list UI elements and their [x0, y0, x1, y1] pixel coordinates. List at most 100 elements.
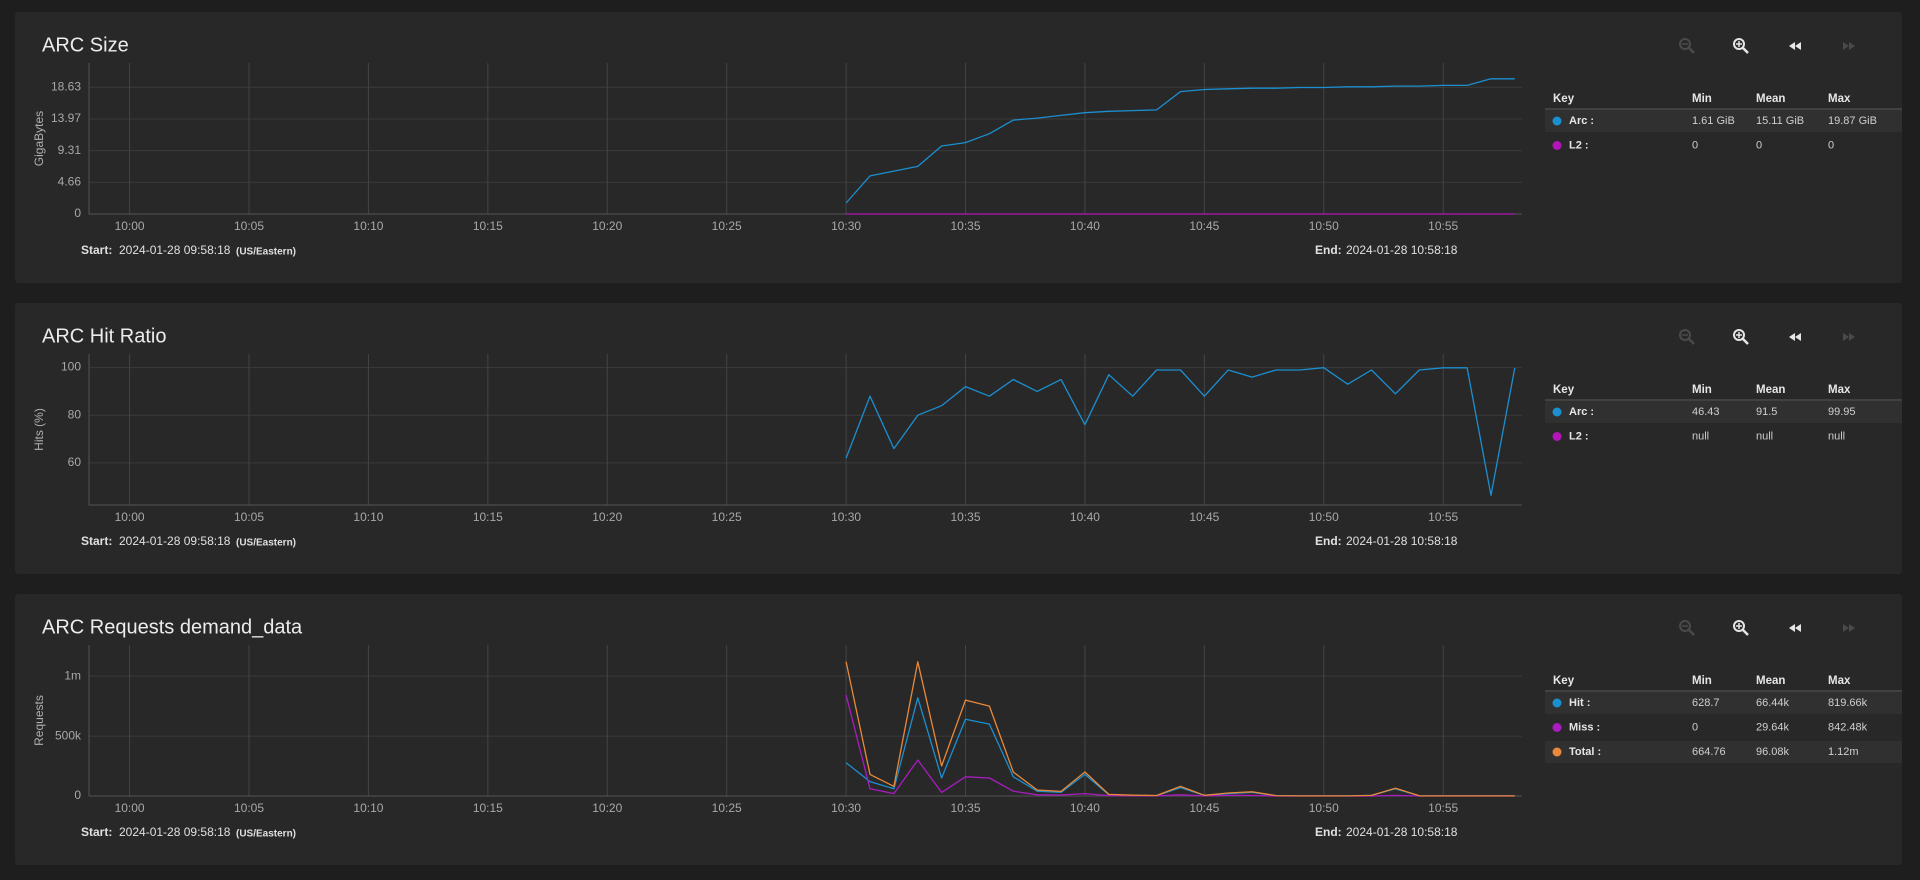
toolbar-button[interactable]: [1733, 38, 1749, 54]
chart-title: ARC Hit Ratio: [42, 325, 166, 347]
legend-name: Arc :: [1569, 115, 1594, 127]
legend-header: Key: [1553, 93, 1575, 105]
y-tick-label: 18.63: [51, 79, 81, 93]
start-label: Start:: [81, 534, 112, 548]
legend-max: 1.12m: [1828, 746, 1859, 758]
icon-part: [1679, 620, 1691, 632]
toolbar-button[interactable]: [1789, 624, 1801, 632]
legend-max: 99.95: [1828, 406, 1856, 418]
legend-mean: 66.44k: [1756, 697, 1790, 709]
x-tick-label: 10:25: [712, 510, 742, 524]
legend-mean: 96.08k: [1756, 746, 1790, 758]
toolbar-button[interactable]: [1789, 42, 1801, 50]
toolbar-button[interactable]: [1679, 620, 1695, 636]
toolbar-button[interactable]: [1789, 333, 1801, 341]
legend-mean: 0: [1756, 139, 1762, 151]
icon-part: [1843, 624, 1849, 632]
end-label: End:: [1315, 534, 1342, 548]
legend-max: 842.48k: [1828, 721, 1868, 733]
x-tick-label: 10:40: [1070, 219, 1100, 233]
legend-swatch: [1552, 407, 1562, 417]
icon-part: [1733, 329, 1745, 341]
icon-part: [1795, 624, 1801, 632]
toolbar-button[interactable]: [1733, 620, 1749, 636]
icon-part: [1849, 333, 1855, 341]
start-time: 2024-01-28 09:58:18: [119, 825, 231, 839]
x-tick-label: 10:50: [1309, 510, 1339, 524]
icon-part: [1789, 333, 1795, 341]
x-tick-label: 10:15: [473, 219, 503, 233]
x-tick-label: 10:20: [592, 510, 622, 524]
x-tick-label: 10:05: [234, 219, 264, 233]
legend-min: 664.76: [1692, 746, 1726, 758]
icon-part: [1795, 333, 1801, 341]
panel-background: [15, 594, 1902, 865]
x-tick-label: 10:55: [1428, 510, 1458, 524]
legend-name: Arc :: [1569, 406, 1594, 418]
x-tick-label: 10:20: [592, 801, 622, 815]
x-tick-label: 10:55: [1428, 801, 1458, 815]
chart-panel: ARC Hit Ratio 60 80 100 10:00 10:05 10:10 10:15…: [15, 303, 1902, 574]
legend-name: L2 :: [1569, 430, 1589, 442]
legend-name: Miss :: [1569, 721, 1600, 733]
legend-row-bg: [1545, 110, 1902, 132]
data-line: [845, 694, 1515, 797]
icon-part: [1688, 47, 1695, 54]
x-tick-label: 10:45: [1189, 510, 1219, 524]
icon-part: [1795, 42, 1801, 50]
legend-header: Max: [1828, 93, 1851, 105]
legend-header: Key: [1553, 384, 1575, 396]
legend-header: Mean: [1756, 384, 1785, 396]
x-tick-label: 10:00: [115, 801, 145, 815]
x-tick-label: 10:30: [831, 219, 861, 233]
x-tick-label: 10:35: [951, 510, 981, 524]
x-tick-label: 10:55: [1428, 219, 1458, 233]
chart-panel: ARC Size 0 4.66 9.31 13.97 18.63 10:00 10:05 10:…: [15, 12, 1902, 283]
toolbar-button[interactable]: [1679, 38, 1695, 54]
x-tick-label: 10:00: [115, 510, 145, 524]
legend-swatch: [1552, 141, 1562, 150]
legend-row-bg: [1545, 741, 1902, 763]
icon-part: [1733, 620, 1745, 632]
legend-min: 1.61 GiB: [1692, 115, 1735, 127]
toolbar-button[interactable]: [1679, 329, 1695, 345]
chart-title: ARC Size: [42, 34, 129, 56]
y-axis-label: GigaBytes: [32, 111, 46, 166]
x-tick-label: 10:05: [234, 801, 264, 815]
x-tick-label: 10:50: [1309, 219, 1339, 233]
legend-max: null: [1828, 430, 1845, 442]
x-tick-label: 10:30: [831, 801, 861, 815]
legend-swatch: [1552, 116, 1562, 126]
icon-part: [1679, 38, 1691, 50]
legend-mean: 29.64k: [1756, 721, 1790, 733]
end-label: End:: [1315, 825, 1342, 839]
data-line: [845, 78, 1515, 204]
x-tick-label: 10:25: [712, 801, 742, 815]
x-tick-label: 10:40: [1070, 510, 1100, 524]
x-tick-label: 10:45: [1189, 801, 1219, 815]
timezone: (US/Eastern): [236, 538, 296, 549]
legend-name: Total :: [1569, 746, 1601, 758]
legend-header: Mean: [1756, 93, 1785, 105]
y-tick-label: 9.31: [58, 143, 82, 157]
toolbar-button[interactable]: [1843, 42, 1855, 50]
icon-part: [1733, 38, 1745, 50]
legend-mean: null: [1756, 430, 1773, 442]
x-tick-label: 10:35: [951, 801, 981, 815]
y-tick-label: 13.97: [51, 111, 81, 125]
legend-name: Hit :: [1569, 697, 1590, 709]
toolbar-button[interactable]: [1843, 624, 1855, 632]
icon-part: [1789, 624, 1795, 632]
toolbar-button[interactable]: [1843, 333, 1855, 341]
legend-min: 46.43: [1692, 406, 1720, 418]
end-label: End:: [1315, 243, 1342, 257]
legend-swatch: [1552, 698, 1562, 708]
legend-name: L2 :: [1569, 139, 1589, 151]
panel-background: [15, 12, 1902, 283]
toolbar-button[interactable]: [1733, 329, 1749, 345]
timezone: (US/Eastern): [236, 247, 296, 258]
icon-part: [1843, 333, 1849, 341]
x-tick-label: 10:30: [831, 510, 861, 524]
chart-title: ARC Requests demand_data: [42, 616, 303, 638]
x-tick-label: 10:05: [234, 510, 264, 524]
